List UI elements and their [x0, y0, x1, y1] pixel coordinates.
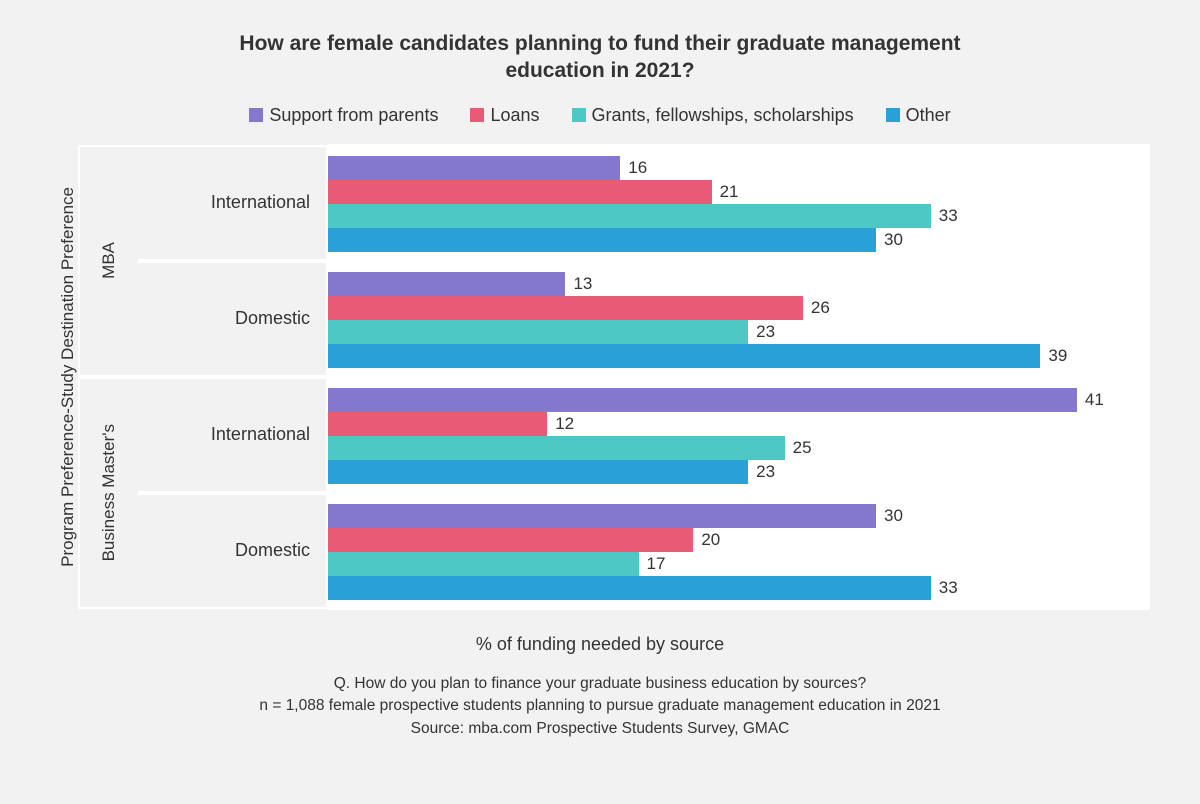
group-label-cell: Business Master's — [78, 377, 138, 609]
bar-row: 16 21 33 30 — [328, 146, 1150, 262]
bar-line: 23 — [328, 320, 1150, 344]
category-label: Domestic — [138, 493, 328, 609]
bar-value: 17 — [647, 554, 666, 574]
bar — [328, 320, 748, 344]
bar-line: 30 — [328, 504, 1150, 528]
bar-value: 13 — [573, 274, 592, 294]
bar-value: 21 — [720, 182, 739, 202]
bar-line: 20 — [328, 528, 1150, 552]
bar — [328, 436, 785, 460]
bar-line: 13 — [328, 272, 1150, 296]
bar-row: 30 20 17 33 — [328, 494, 1150, 610]
bar — [328, 552, 639, 576]
legend-swatch — [886, 108, 900, 122]
bar-value: 30 — [884, 506, 903, 526]
category-label: Domestic — [138, 261, 328, 377]
bar-value: 20 — [701, 530, 720, 550]
footer-line: Source: mba.com Prospective Students Sur… — [30, 718, 1170, 740]
legend-swatch — [249, 108, 263, 122]
bar-value: 41 — [1085, 390, 1104, 410]
bar-line: 23 — [328, 460, 1150, 484]
bar-row: 13 26 23 39 — [328, 262, 1150, 378]
bar-line: 25 — [328, 436, 1150, 460]
bar-value: 12 — [555, 414, 574, 434]
chart-title: How are female candidates planning to fu… — [200, 30, 1000, 85]
bar-line: 33 — [328, 204, 1150, 228]
bar-line: 26 — [328, 296, 1150, 320]
bar-line: 12 — [328, 412, 1150, 436]
bar-value: 23 — [756, 462, 775, 482]
bar — [328, 460, 748, 484]
group-label: MBA — [99, 242, 119, 279]
bar — [328, 228, 876, 252]
bar — [328, 344, 1040, 368]
bar-line: 17 — [328, 552, 1150, 576]
footer-line: n = 1,088 female prospective students pl… — [30, 695, 1170, 717]
y-axis-title: Program Preference-Study Destination Pre… — [50, 187, 78, 567]
bar — [328, 528, 693, 552]
group-label-cell: MBA — [78, 145, 138, 377]
chart-body: Program Preference-Study Destination Pre… — [50, 144, 1150, 610]
x-axis-title: % of funding needed by source — [30, 634, 1170, 655]
legend-item: Support from parents — [249, 105, 438, 126]
bar-value: 39 — [1048, 346, 1067, 366]
bar — [328, 576, 931, 600]
legend-label: Support from parents — [269, 105, 438, 126]
bar — [328, 180, 712, 204]
group-labels-column: MBA Business Master's — [78, 145, 138, 609]
bar-value: 30 — [884, 230, 903, 250]
bar-value: 26 — [811, 298, 830, 318]
chart-footer: Q. How do you plan to finance your gradu… — [30, 673, 1170, 740]
bar — [328, 412, 547, 436]
bar-line: 30 — [328, 228, 1150, 252]
bar-line: 16 — [328, 156, 1150, 180]
legend-swatch — [572, 108, 586, 122]
bar-row: 41 12 25 23 — [328, 378, 1150, 494]
bar — [328, 272, 565, 296]
legend-label: Grants, fellowships, scholarships — [592, 105, 854, 126]
bar — [328, 296, 803, 320]
legend-label: Other — [906, 105, 951, 126]
bar — [328, 156, 620, 180]
bar-line: 41 — [328, 388, 1150, 412]
legend-swatch — [470, 108, 484, 122]
bar-value: 16 — [628, 158, 647, 178]
group-label: Business Master's — [99, 424, 119, 561]
bar — [328, 504, 876, 528]
bar-line: 21 — [328, 180, 1150, 204]
bar — [328, 204, 931, 228]
category-label: International — [138, 377, 328, 493]
bar-line: 33 — [328, 576, 1150, 600]
legend-item: Loans — [470, 105, 539, 126]
legend-item: Other — [886, 105, 951, 126]
category-label: International — [138, 145, 328, 261]
legend-label: Loans — [490, 105, 539, 126]
legend-item: Grants, fellowships, scholarships — [572, 105, 854, 126]
bar-value: 33 — [939, 578, 958, 598]
bars-area: 16 21 33 30 13 26 23 39 41 12 25 23 30 20 17 33 — [328, 144, 1150, 610]
footer-line: Q. How do you plan to finance your gradu… — [30, 673, 1170, 695]
bar-value: 23 — [756, 322, 775, 342]
bar-value: 25 — [793, 438, 812, 458]
category-labels-column: InternationalDomesticInternationalDomest… — [138, 145, 328, 609]
bar — [328, 388, 1077, 412]
legend: Support from parents Loans Grants, fellows… — [30, 105, 1170, 126]
bar-line: 39 — [328, 344, 1150, 368]
bar-value: 33 — [939, 206, 958, 226]
